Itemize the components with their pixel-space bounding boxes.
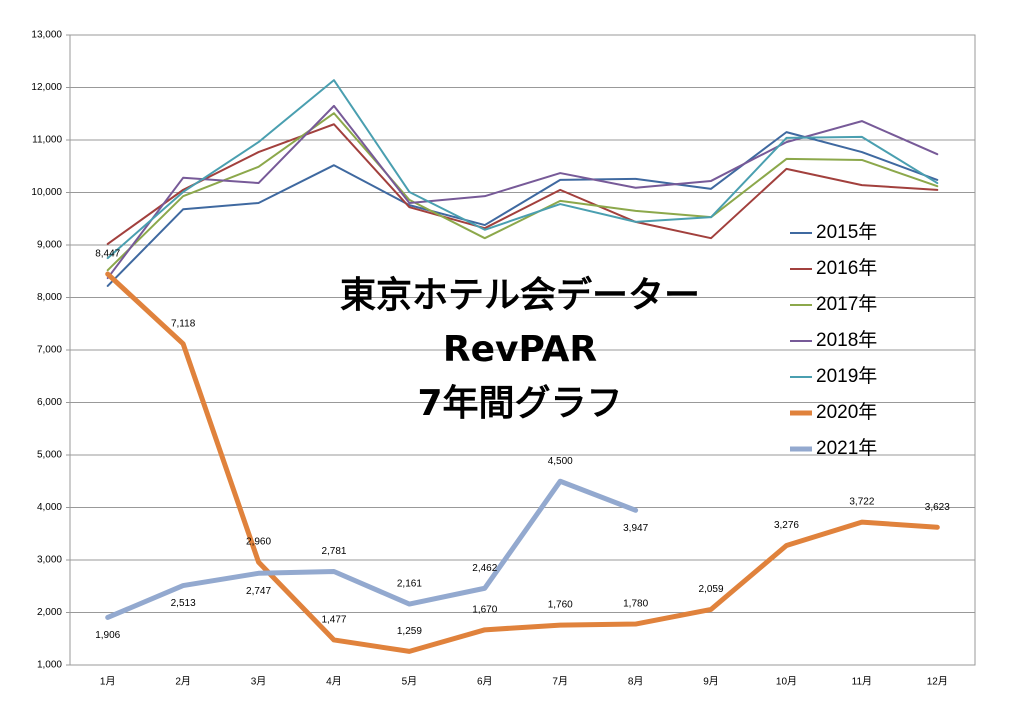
data-label: 1,670 — [472, 604, 497, 615]
legend-label: 2016年 — [816, 257, 877, 279]
legend-label: 2019年 — [816, 365, 877, 387]
legend-label: 2015年 — [816, 221, 877, 243]
data-label: 2,960 — [246, 537, 271, 548]
data-label: 2,059 — [699, 584, 724, 595]
x-tick-label: 4月 — [326, 676, 342, 688]
chart-title: 7年間グラフ — [417, 383, 622, 424]
y-tick-label: 8,000 — [37, 292, 62, 303]
y-tick-label: 13,000 — [31, 30, 62, 41]
data-label: 2,513 — [171, 598, 196, 609]
y-tick-label: 7,000 — [37, 345, 62, 356]
x-tick-label: 12月 — [927, 676, 948, 688]
data-label: 4,500 — [548, 456, 573, 467]
x-tick-label: 2月 — [175, 676, 191, 688]
legend-label: 2020年 — [816, 401, 877, 423]
y-tick-label: 6,000 — [37, 397, 62, 408]
chart-title: RevPAR — [443, 329, 597, 370]
data-label: 1,906 — [95, 630, 120, 641]
y-tick-label: 12,000 — [31, 82, 62, 93]
series-line — [106, 112, 939, 272]
data-label: 2,462 — [472, 563, 497, 574]
data-label: 8,447 — [95, 249, 120, 260]
data-label: 3,722 — [849, 497, 874, 508]
series-line — [106, 123, 939, 245]
y-tick-label: 1,000 — [37, 660, 62, 671]
y-tick-label: 3,000 — [37, 555, 62, 566]
series-line — [106, 131, 939, 287]
x-tick-label: 11月 — [852, 676, 872, 688]
data-label: 2,747 — [246, 586, 271, 597]
y-tick-label: 4,000 — [37, 502, 62, 513]
data-label: 1,780 — [623, 599, 648, 610]
legend-label: 2021年 — [816, 437, 877, 459]
data-label: 3,947 — [623, 523, 648, 534]
y-tick-label: 10,000 — [31, 187, 62, 198]
x-tick-label: 10月 — [776, 676, 797, 688]
data-label: 2,161 — [397, 579, 422, 590]
x-tick-label: 6月 — [477, 676, 493, 688]
x-tick-label: 1月 — [100, 676, 116, 688]
series-line — [105, 271, 940, 654]
x-tick-label: 5月 — [402, 676, 418, 688]
y-tick-label: 5,000 — [37, 450, 62, 461]
data-label: 1,760 — [548, 600, 573, 611]
data-label: 7,118 — [171, 318, 196, 329]
data-label: 1,259 — [397, 626, 422, 637]
series-line — [106, 79, 939, 260]
legend-label: 2018年 — [816, 329, 877, 351]
legend-label: 2017年 — [816, 293, 877, 315]
x-tick-label: 7月 — [552, 676, 568, 688]
y-tick-label: 11,000 — [32, 135, 62, 146]
data-label: 3,276 — [774, 520, 799, 531]
x-tick-label: 8月 — [628, 676, 644, 688]
chart-title: 東京ホテル会データー — [340, 274, 700, 316]
series-line — [105, 478, 639, 620]
x-tick-label: 3月 — [251, 676, 267, 688]
y-tick-label: 2,000 — [37, 607, 62, 618]
data-label: 1,477 — [321, 615, 346, 626]
data-label: 3,623 — [925, 502, 950, 513]
data-label: 2,781 — [321, 546, 346, 557]
y-tick-label: 9,000 — [37, 240, 62, 251]
x-tick-label: 9月 — [703, 676, 719, 688]
